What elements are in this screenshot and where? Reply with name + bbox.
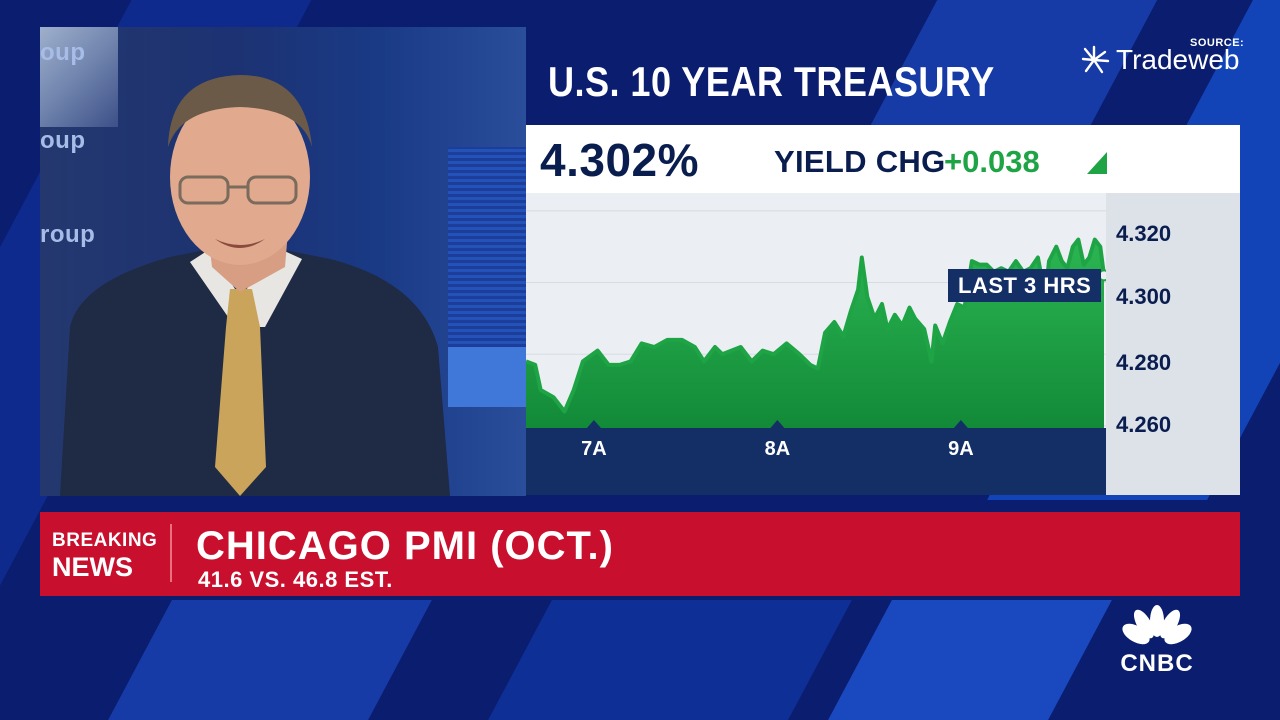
ticker-board — [448, 347, 526, 407]
wall-lettering: oup — [40, 39, 86, 66]
yield-chart: 7A 8A 9A — [526, 210, 1106, 495]
breaking-tag-line2: NEWS — [52, 552, 133, 582]
cnbc-logo: CNBC — [1114, 604, 1200, 677]
x-axis-band — [526, 428, 1106, 495]
x-tick-label: 7A — [581, 438, 607, 460]
x-tick-marker — [586, 420, 601, 428]
breaking-news-banner: BREAKING NEWS CHICAGO PMI (OCT.) 41.6 VS… — [40, 512, 1240, 596]
chart-plot-area: 7A 8A 9A LAST 3 HRS — [526, 193, 1106, 495]
wall-lettering: roup — [40, 221, 96, 248]
x-tick-marker — [770, 420, 785, 428]
peacock-icon — [1122, 605, 1192, 645]
video-feed: oup oup roup — [40, 27, 526, 496]
up-arrow-icon — [1087, 152, 1107, 174]
yield-change-label: YIELD CHG — [774, 144, 946, 179]
breaking-tag-line1: BREAKING — [52, 530, 158, 551]
x-tick-marker — [953, 420, 968, 428]
yield-change-value: +0.038 — [944, 144, 1040, 179]
x-tick-label: 8A — [765, 438, 791, 460]
chart-title: U.S. 10 YEAR TREASURY — [548, 58, 995, 105]
breaking-news-tag: BREAKING NEWS — [52, 528, 158, 582]
time-range-badge: LAST 3 HRS — [948, 269, 1102, 302]
wall-panel — [40, 27, 118, 127]
y-tick-label: 4.320 — [1116, 221, 1172, 246]
divider — [170, 524, 172, 582]
anchor-figure — [60, 75, 450, 496]
y-tick-label: 4.300 — [1116, 284, 1172, 309]
yield-area — [526, 239, 1104, 428]
wall-lettering: oup — [40, 127, 86, 154]
y-tick-label: 4.260 — [1116, 412, 1172, 437]
x-tick-label: 9A — [948, 438, 974, 460]
network-name: CNBC — [1120, 650, 1194, 677]
source-logo: Tradeweb — [1080, 44, 1239, 76]
y-axis: 4.320 4.300 4.280 4.260 — [1106, 193, 1240, 495]
breaking-headline: CHICAGO PMI (OCT.) — [196, 524, 614, 568]
tradeweb-icon — [1081, 45, 1110, 74]
source-name: Tradeweb — [1116, 44, 1240, 75]
y-tick-label: 4.280 — [1116, 350, 1172, 375]
yield-value: 4.302% — [540, 134, 700, 186]
quote-header: 4.302% YIELD CHG +0.038 — [526, 125, 1240, 193]
yield-chart-panel: 4.302% YIELD CHG +0.038 7A 8A 9A LAST 3 HR… — [526, 125, 1240, 495]
breaking-subline: 41.6 VS. 46.8 EST. — [198, 567, 393, 592]
source-label: SOURCE: — [1190, 37, 1245, 49]
ticker-board — [448, 147, 526, 347]
